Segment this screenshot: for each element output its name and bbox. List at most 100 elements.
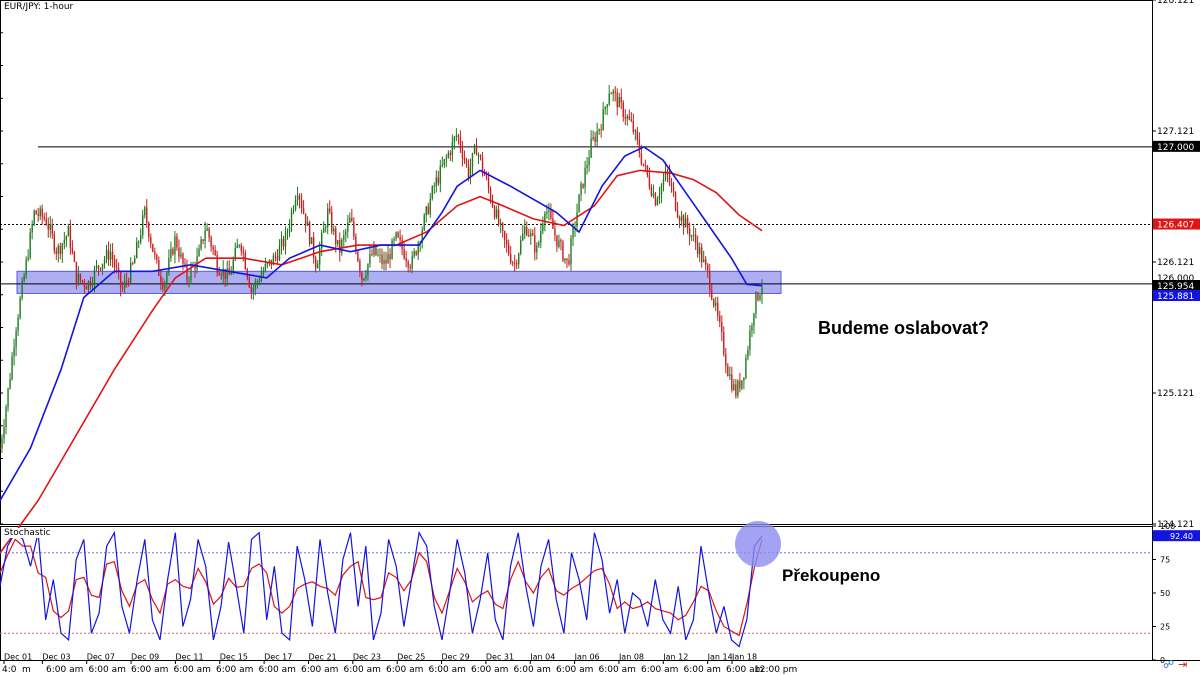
candle-body	[411, 256, 413, 269]
candle-body	[316, 264, 319, 269]
candle-body	[590, 138, 592, 158]
candle-body	[588, 157, 590, 166]
candle-body	[542, 223, 544, 231]
candle-body	[652, 193, 655, 196]
candle-body	[0, 448, 1, 449]
time-axis-time-label: 6:00 am	[726, 665, 763, 675]
candle-body	[117, 268, 120, 272]
candle-body	[737, 380, 739, 396]
candle-body	[349, 217, 351, 223]
candle-body	[570, 238, 572, 265]
candle-body	[610, 93, 612, 95]
link-icon[interactable]: ☍	[1163, 659, 1175, 671]
candle-body	[300, 199, 303, 208]
candle-body	[202, 239, 204, 241]
candle-body	[471, 153, 474, 168]
candle-body	[548, 210, 550, 212]
candle-body	[333, 228, 335, 232]
candle-body	[200, 239, 202, 249]
candle-body	[258, 281, 261, 283]
candle-body	[481, 157, 484, 172]
candle-body	[381, 254, 383, 264]
candle-body	[71, 248, 74, 253]
candle-body	[672, 186, 675, 193]
candle-body	[534, 235, 536, 253]
candle-body	[17, 317, 19, 332]
candle-body	[735, 384, 737, 396]
candle-body	[421, 230, 423, 243]
stochastic-axis-tick-label: 75	[1160, 556, 1170, 565]
candle-body	[55, 250, 57, 254]
candle-body	[142, 215, 144, 236]
candle-body	[747, 349, 749, 358]
time-axis-date-label: Dec 11	[175, 653, 203, 662]
candle-body	[63, 239, 66, 244]
candle-body	[389, 254, 391, 260]
time-axis-time-label: 6:00 am	[556, 665, 593, 675]
candle-body	[144, 207, 146, 216]
moving-average-fast	[0, 145, 763, 502]
arrow-right-icon[interactable]: ⇥	[1178, 659, 1188, 671]
candle-body	[182, 253, 184, 264]
candle-body	[409, 266, 411, 269]
candle-body	[288, 226, 291, 232]
candle-body	[244, 252, 246, 270]
candle-body	[606, 104, 608, 108]
candle-body	[499, 222, 502, 225]
candle-body	[224, 268, 226, 280]
candle-body	[302, 207, 305, 214]
stochastic-axis-tick-label: 0	[1160, 656, 1165, 665]
candle-body	[148, 222, 150, 238]
candle-body	[640, 153, 643, 164]
candle-body	[325, 227, 327, 228]
candle-body	[580, 183, 582, 195]
time-axis-date-label: Dec 09	[131, 653, 159, 662]
candle-body	[280, 238, 283, 247]
candle-body	[507, 244, 510, 255]
candle-body	[729, 374, 731, 377]
candle-body	[715, 302, 717, 306]
candle-body	[278, 246, 281, 261]
candle-body	[459, 136, 462, 149]
price-box-ma-fast	[1153, 290, 1200, 301]
candle-body	[53, 233, 55, 251]
candle-body	[95, 265, 98, 269]
candle-body	[214, 249, 216, 256]
candle-body	[546, 211, 548, 214]
candle-body	[248, 277, 251, 288]
candle-body	[353, 221, 355, 237]
candle-body	[11, 356, 13, 380]
candle-body	[403, 249, 405, 259]
candle-body	[717, 302, 719, 316]
candle-body	[698, 247, 701, 254]
candle-body	[584, 167, 586, 188]
candle-body	[41, 208, 43, 217]
candle-body	[37, 214, 39, 216]
candle-body	[170, 249, 172, 259]
time-axis-date-label: Jan 12	[662, 653, 688, 662]
time-axis-date-label: Dec 03	[42, 653, 70, 662]
candle-body	[39, 208, 41, 216]
candle-body	[337, 240, 339, 245]
candle-body	[232, 259, 234, 272]
candle-body	[69, 226, 72, 249]
candle-body	[138, 241, 140, 243]
candle-body	[622, 102, 624, 118]
candle-body	[664, 170, 667, 180]
candle-body	[355, 236, 357, 253]
price-axis-tick-label: 127.121	[1157, 127, 1194, 137]
candle-body	[668, 173, 671, 184]
candle-body	[111, 251, 114, 260]
candle-body	[759, 295, 761, 300]
candle-body	[453, 137, 456, 142]
moving-average-slow	[0, 169, 763, 554]
candle-body	[536, 245, 538, 253]
candle-body	[600, 129, 602, 131]
candle-body	[314, 257, 317, 269]
price-box-current-label: 125.954	[1157, 282, 1194, 292]
candle-body	[341, 239, 343, 253]
candle-body	[113, 259, 116, 268]
candle-body	[761, 287, 763, 296]
candle-body	[33, 210, 35, 225]
